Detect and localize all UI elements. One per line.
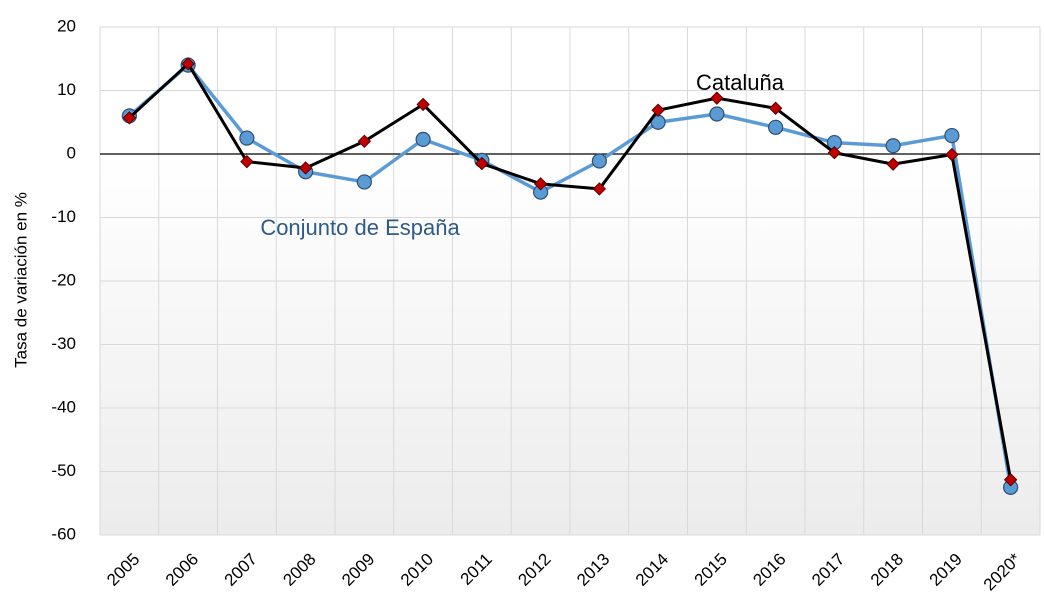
data-point [475,156,489,171]
x-tick-label: 2019 [926,550,966,590]
data-point [122,111,137,125]
x-tick-label: 2014 [632,550,672,590]
data-point [416,97,430,112]
data-point [240,154,254,169]
data-point [768,101,783,115]
x-tick-label: 2009 [338,550,378,590]
x-tick-label: 2006 [162,550,202,590]
data-point [885,138,901,154]
x-tick-label: 2010 [397,550,437,590]
data-point [945,147,959,162]
y-tick-label: 20 [57,16,76,35]
y-tick-label: -20 [51,270,76,289]
series-line [128,63,1013,488]
data-point [239,130,255,146]
x-tick-label: 2007 [221,550,261,590]
series-label: Conjunto de España [260,215,460,240]
data-point [356,174,372,190]
x-tick-label: 2017 [808,550,848,590]
data-point [944,127,960,144]
y-tick-label: -40 [51,397,76,416]
x-tick-label: 2011 [457,550,496,589]
data-point [592,182,607,196]
data-point [533,177,548,191]
data-point [709,106,725,122]
data-point [181,57,195,71]
x-tick-label: 2012 [514,550,554,590]
data-point [1003,473,1018,487]
y-tick-label: -10 [51,207,76,226]
x-tick-label: 2016 [749,550,789,590]
series-line [128,62,1013,481]
x-tick-label: 2008 [279,550,319,590]
x-tick-label: 2005 [103,550,143,590]
data-point [768,119,784,135]
data-point [710,91,724,105]
data-point [298,161,313,175]
x-tick-label: 2018 [867,550,907,590]
data-point [651,103,665,117]
y-tick-label: -60 [51,524,76,543]
y-tick-label: -50 [51,461,76,480]
series-label: Cataluña [696,70,785,95]
y-tick-label: -30 [51,334,76,353]
data-point [415,131,431,147]
data-point [827,146,842,160]
data-point [357,134,372,149]
y-tick-label: 10 [57,80,76,99]
y-axis-label: Tasa de variación en % [11,192,30,368]
x-tick-label: 2015 [691,550,731,590]
data-point [886,157,900,171]
data-point [591,153,607,169]
x-tick-label: 2013 [573,550,613,590]
x-tick-label: 2020* [980,549,1025,594]
y-tick-label: 0 [67,143,76,162]
